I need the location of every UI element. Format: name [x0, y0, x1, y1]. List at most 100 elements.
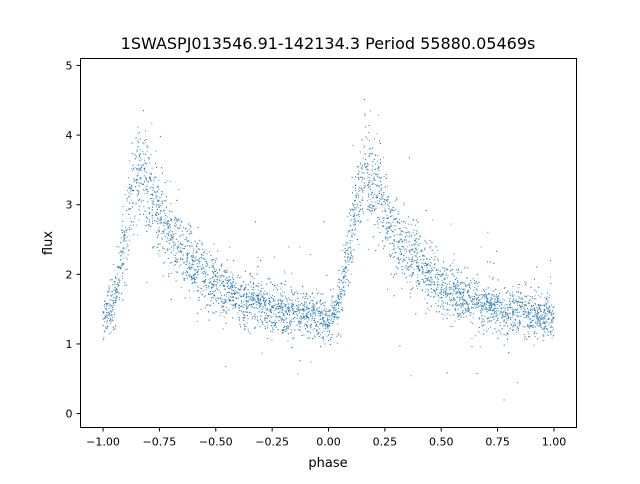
data-point — [548, 311, 550, 313]
data-point — [394, 240, 396, 242]
data-point — [220, 277, 222, 279]
data-point — [141, 164, 143, 166]
data-point — [195, 251, 197, 253]
data-point — [167, 234, 169, 236]
data-point — [331, 334, 333, 336]
data-point — [350, 215, 352, 217]
data-point — [463, 300, 465, 302]
data-point — [134, 215, 136, 217]
data-point — [244, 288, 246, 290]
data-point — [318, 310, 320, 312]
data-point — [541, 315, 543, 317]
data-point — [437, 286, 439, 288]
data-point — [398, 248, 400, 250]
data-point — [327, 324, 329, 326]
data-point — [315, 324, 317, 326]
data-point — [443, 308, 445, 310]
data-point — [158, 250, 160, 252]
data-point — [358, 213, 360, 215]
data-point — [336, 299, 338, 301]
data-point — [353, 214, 355, 216]
data-point — [387, 217, 389, 219]
data-point — [381, 183, 383, 185]
data-point — [225, 313, 227, 315]
data-point — [382, 217, 384, 219]
data-point — [450, 223, 452, 225]
data-point — [145, 172, 147, 174]
data-point — [281, 291, 283, 293]
data-point — [275, 314, 277, 316]
data-point — [453, 259, 455, 261]
data-point — [377, 227, 379, 229]
data-point — [470, 280, 472, 282]
data-point — [530, 286, 532, 288]
data-point — [133, 178, 135, 180]
data-point — [134, 217, 136, 219]
data-point — [424, 241, 426, 243]
data-point — [318, 332, 320, 334]
data-point — [367, 172, 369, 174]
data-point — [425, 284, 427, 286]
data-point — [456, 286, 458, 288]
data-point — [266, 293, 268, 295]
data-point — [264, 298, 266, 300]
data-point — [513, 294, 515, 296]
data-point — [250, 286, 252, 288]
data-point — [345, 266, 347, 268]
data-point — [329, 331, 331, 333]
data-point — [124, 284, 126, 286]
data-point — [493, 294, 495, 296]
data-point — [315, 325, 317, 327]
data-point — [190, 256, 192, 258]
data-point — [205, 271, 207, 273]
data-point — [258, 311, 260, 313]
data-point — [299, 326, 301, 328]
data-point — [542, 304, 544, 306]
data-point — [378, 186, 380, 188]
data-point — [384, 208, 386, 210]
data-point — [446, 285, 448, 287]
data-point — [397, 268, 399, 270]
data-point — [309, 315, 311, 317]
data-point — [147, 217, 149, 219]
data-point — [204, 307, 206, 309]
data-point — [291, 303, 293, 305]
data-point — [550, 325, 552, 327]
data-point — [518, 311, 520, 313]
data-point — [468, 303, 470, 305]
data-point — [469, 288, 471, 290]
data-point — [521, 297, 523, 299]
data-point — [149, 221, 151, 223]
data-point — [115, 277, 117, 279]
data-point — [326, 325, 328, 327]
data-point — [202, 264, 204, 266]
data-point — [243, 314, 245, 316]
data-point — [400, 252, 402, 254]
data-point — [382, 225, 384, 227]
data-point — [180, 264, 182, 266]
data-point — [309, 302, 311, 304]
data-point — [421, 289, 423, 291]
data-point — [472, 323, 474, 325]
data-point — [537, 315, 539, 317]
data-point — [122, 272, 124, 274]
data-point — [149, 212, 151, 214]
data-point — [393, 239, 395, 241]
data-point — [529, 317, 531, 319]
data-point — [225, 366, 227, 368]
data-point — [219, 275, 221, 277]
data-point — [414, 244, 416, 246]
data-point — [221, 282, 223, 284]
data-point — [273, 300, 275, 302]
data-point — [253, 278, 255, 280]
data-point — [424, 298, 426, 300]
data-point — [284, 331, 286, 333]
data-point — [347, 232, 349, 234]
data-point — [336, 302, 338, 304]
data-point — [151, 194, 153, 196]
data-point — [144, 210, 146, 212]
data-point — [194, 260, 196, 262]
data-point — [222, 311, 224, 313]
data-point — [270, 316, 272, 318]
data-point — [208, 319, 210, 321]
